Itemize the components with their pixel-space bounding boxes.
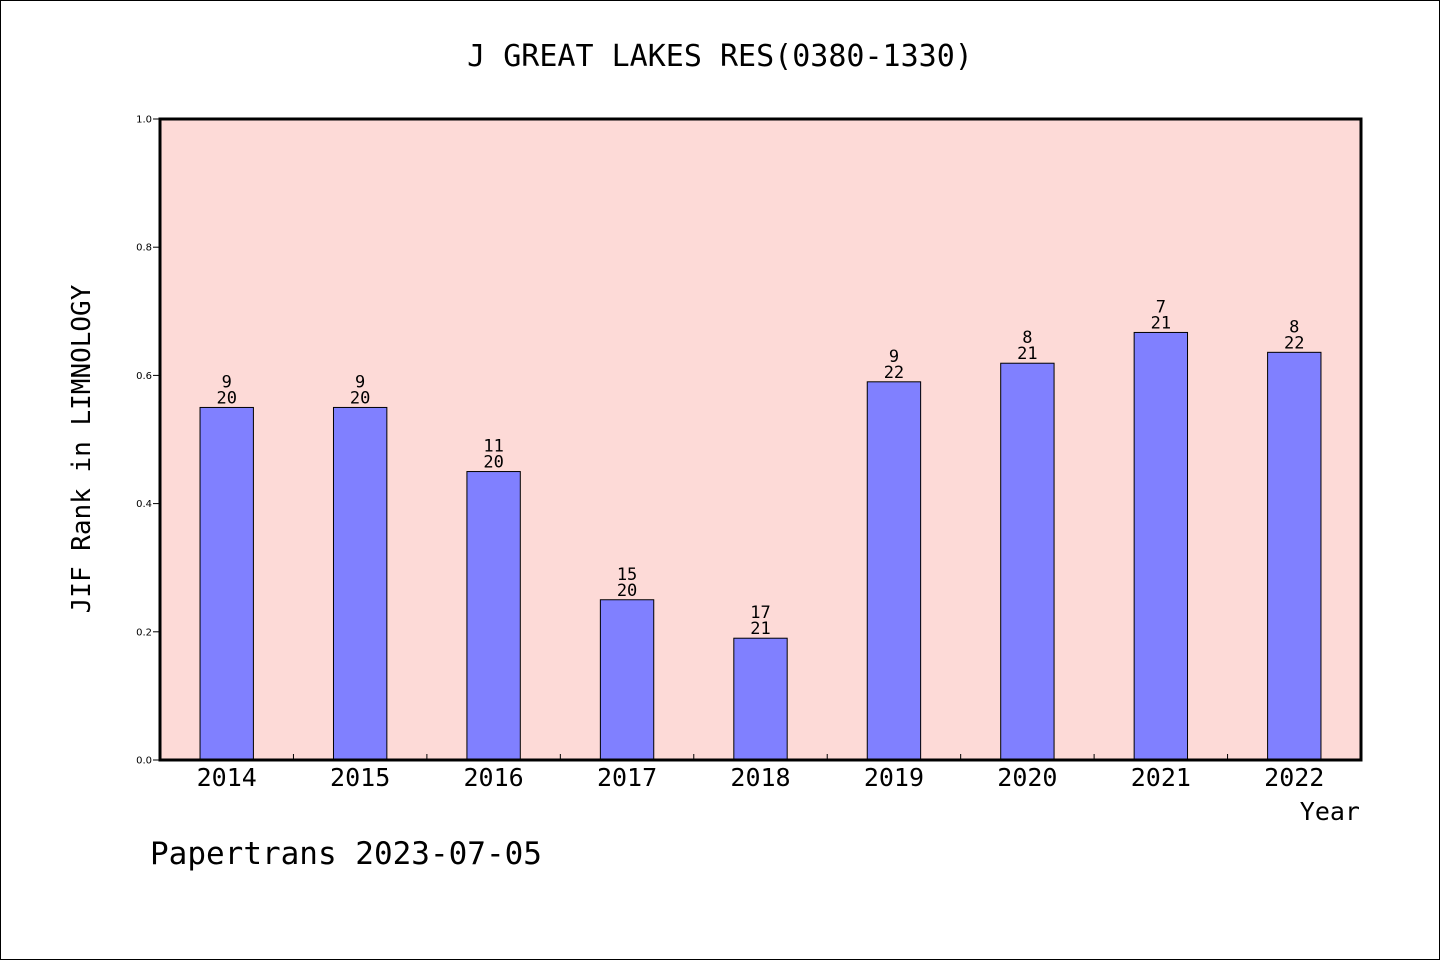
bar-2014 [199,406,254,761]
bar-2018 [733,637,788,761]
bar-total-label: 21 [1017,344,1037,364]
bar-rank-label: 8 [1022,328,1032,348]
bar-total-label: 20 [617,581,637,601]
y-axis-ticks: 0.0 0.2 0.4 0.6 0.8 1.0 [136,115,160,767]
x-tick-label: 2014 [197,763,257,792]
bar-rank-label: 9 [889,347,899,367]
bar-total-label: 22 [884,363,904,383]
bar-total-label: 21 [750,619,770,639]
bar-2019 [866,381,922,761]
x-tick-label: 2017 [597,763,657,792]
bar-total-label: 20 [216,388,236,408]
x-tick-label: 2020 [997,763,1057,792]
bar-2020 [1000,362,1055,761]
x-axis-ticks: 2014 2015 2016 2017 2018 2019 2020 2021 2022 [197,754,1324,792]
x-tick-label: 2018 [730,763,790,792]
bar-rank-label: 15 [617,565,637,585]
bars [199,331,1322,761]
bar-2017 [599,599,655,761]
y-tick-label: 0.6 [136,371,152,382]
bar-rank-label: 9 [222,372,232,392]
x-tick-label: 2019 [864,763,924,792]
bar-rank-label: 9 [355,372,365,392]
bar-rank-label: 11 [483,437,503,457]
y-tick-label: 1.0 [136,115,152,126]
x-tick-label: 2015 [330,763,390,792]
x-tick-label: 2022 [1264,763,1324,792]
bar-2022 [1267,351,1322,761]
y-tick-label: 0.0 [136,756,152,767]
bar-total-label: 22 [1284,333,1304,353]
y-tick-label: 0.2 [136,627,152,638]
x-tick-label: 2016 [464,763,524,792]
plot-border [158,117,1363,762]
bar-rank-label: 8 [1289,317,1299,337]
bar-2021 [1133,331,1189,761]
bar-total-label: 20 [350,388,370,408]
bar-total-label: 21 [1151,313,1171,333]
x-tick-label: 2021 [1131,763,1191,792]
y-tick-label: 0.4 [136,499,152,510]
y-axis-label: JIF Rank in LIMNOLOGY [67,284,97,613]
bar-total-label: 20 [483,453,503,473]
y-tick-label: 0.8 [136,243,152,254]
bar-2016 [466,471,521,761]
footer-text: Papertrans 2023-07-05 [150,836,542,872]
bar-rank-label: 7 [1156,297,1166,317]
bar-2015 [332,406,388,761]
x-axis-label: Year [1300,797,1360,826]
bar-rank-label: 17 [750,603,770,623]
chart-title: J GREAT LAKES RES(0380-1330) [467,39,973,74]
